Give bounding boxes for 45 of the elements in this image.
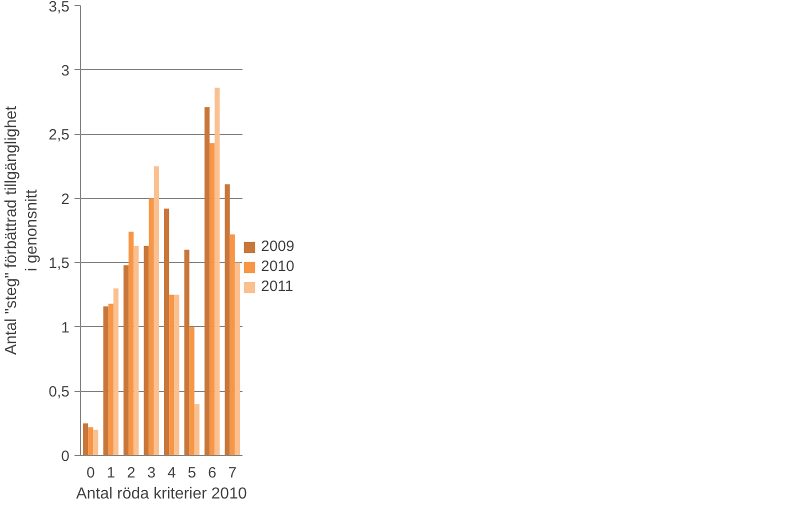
bar: [234, 262, 240, 456]
legend-label: 2009: [261, 238, 294, 255]
bar: [174, 294, 180, 456]
bar: [154, 166, 159, 456]
x-tick-label: 6: [208, 464, 216, 482]
x-tick-label: 7: [228, 464, 237, 482]
bar: [148, 198, 154, 456]
bar: [83, 423, 88, 456]
bar: [184, 250, 190, 456]
bar: [189, 326, 194, 456]
y-tick-label: 3: [61, 62, 70, 80]
y-tick-label: 1: [61, 319, 70, 336]
bar: [88, 427, 94, 456]
bar: [144, 246, 149, 456]
bar: [113, 288, 118, 456]
y-tick-label: 2: [61, 190, 70, 208]
x-tick-label: 5: [188, 464, 196, 482]
y-tick-label: 0: [61, 448, 70, 465]
bar: [169, 294, 174, 456]
x-tick-label: 0: [86, 464, 95, 482]
y-tick-label: 2,5: [48, 126, 70, 144]
bar: [93, 430, 98, 456]
x-tick-label: 3: [147, 464, 156, 482]
bar: [210, 143, 215, 456]
x-tick-label: 2: [126, 464, 136, 482]
y-tick-label: 0,5: [48, 384, 70, 401]
bar: [214, 88, 220, 456]
bar: [124, 265, 129, 456]
bar: [128, 232, 134, 456]
y-axis-title: Antal "steg" förbättrad tillgänglighet i genonsnitt: [3, 106, 41, 355]
bar: [108, 304, 114, 456]
bar: [224, 184, 230, 456]
y-tick-label: 3,5: [48, 0, 70, 16]
bar: [230, 234, 235, 456]
legend-label: 2011: [261, 278, 294, 295]
bar: [103, 306, 108, 456]
x-axis-title: Antal röda kriterier 2010: [76, 486, 247, 502]
x-tick-label: 1: [106, 464, 116, 482]
legend-label: 2010: [261, 258, 294, 275]
bar: [164, 208, 170, 456]
bar: [194, 404, 200, 456]
x-tick-label: 4: [167, 464, 176, 482]
bar: [204, 107, 210, 456]
y-tick-label: 1,5: [48, 255, 70, 272]
bar: [134, 246, 139, 456]
